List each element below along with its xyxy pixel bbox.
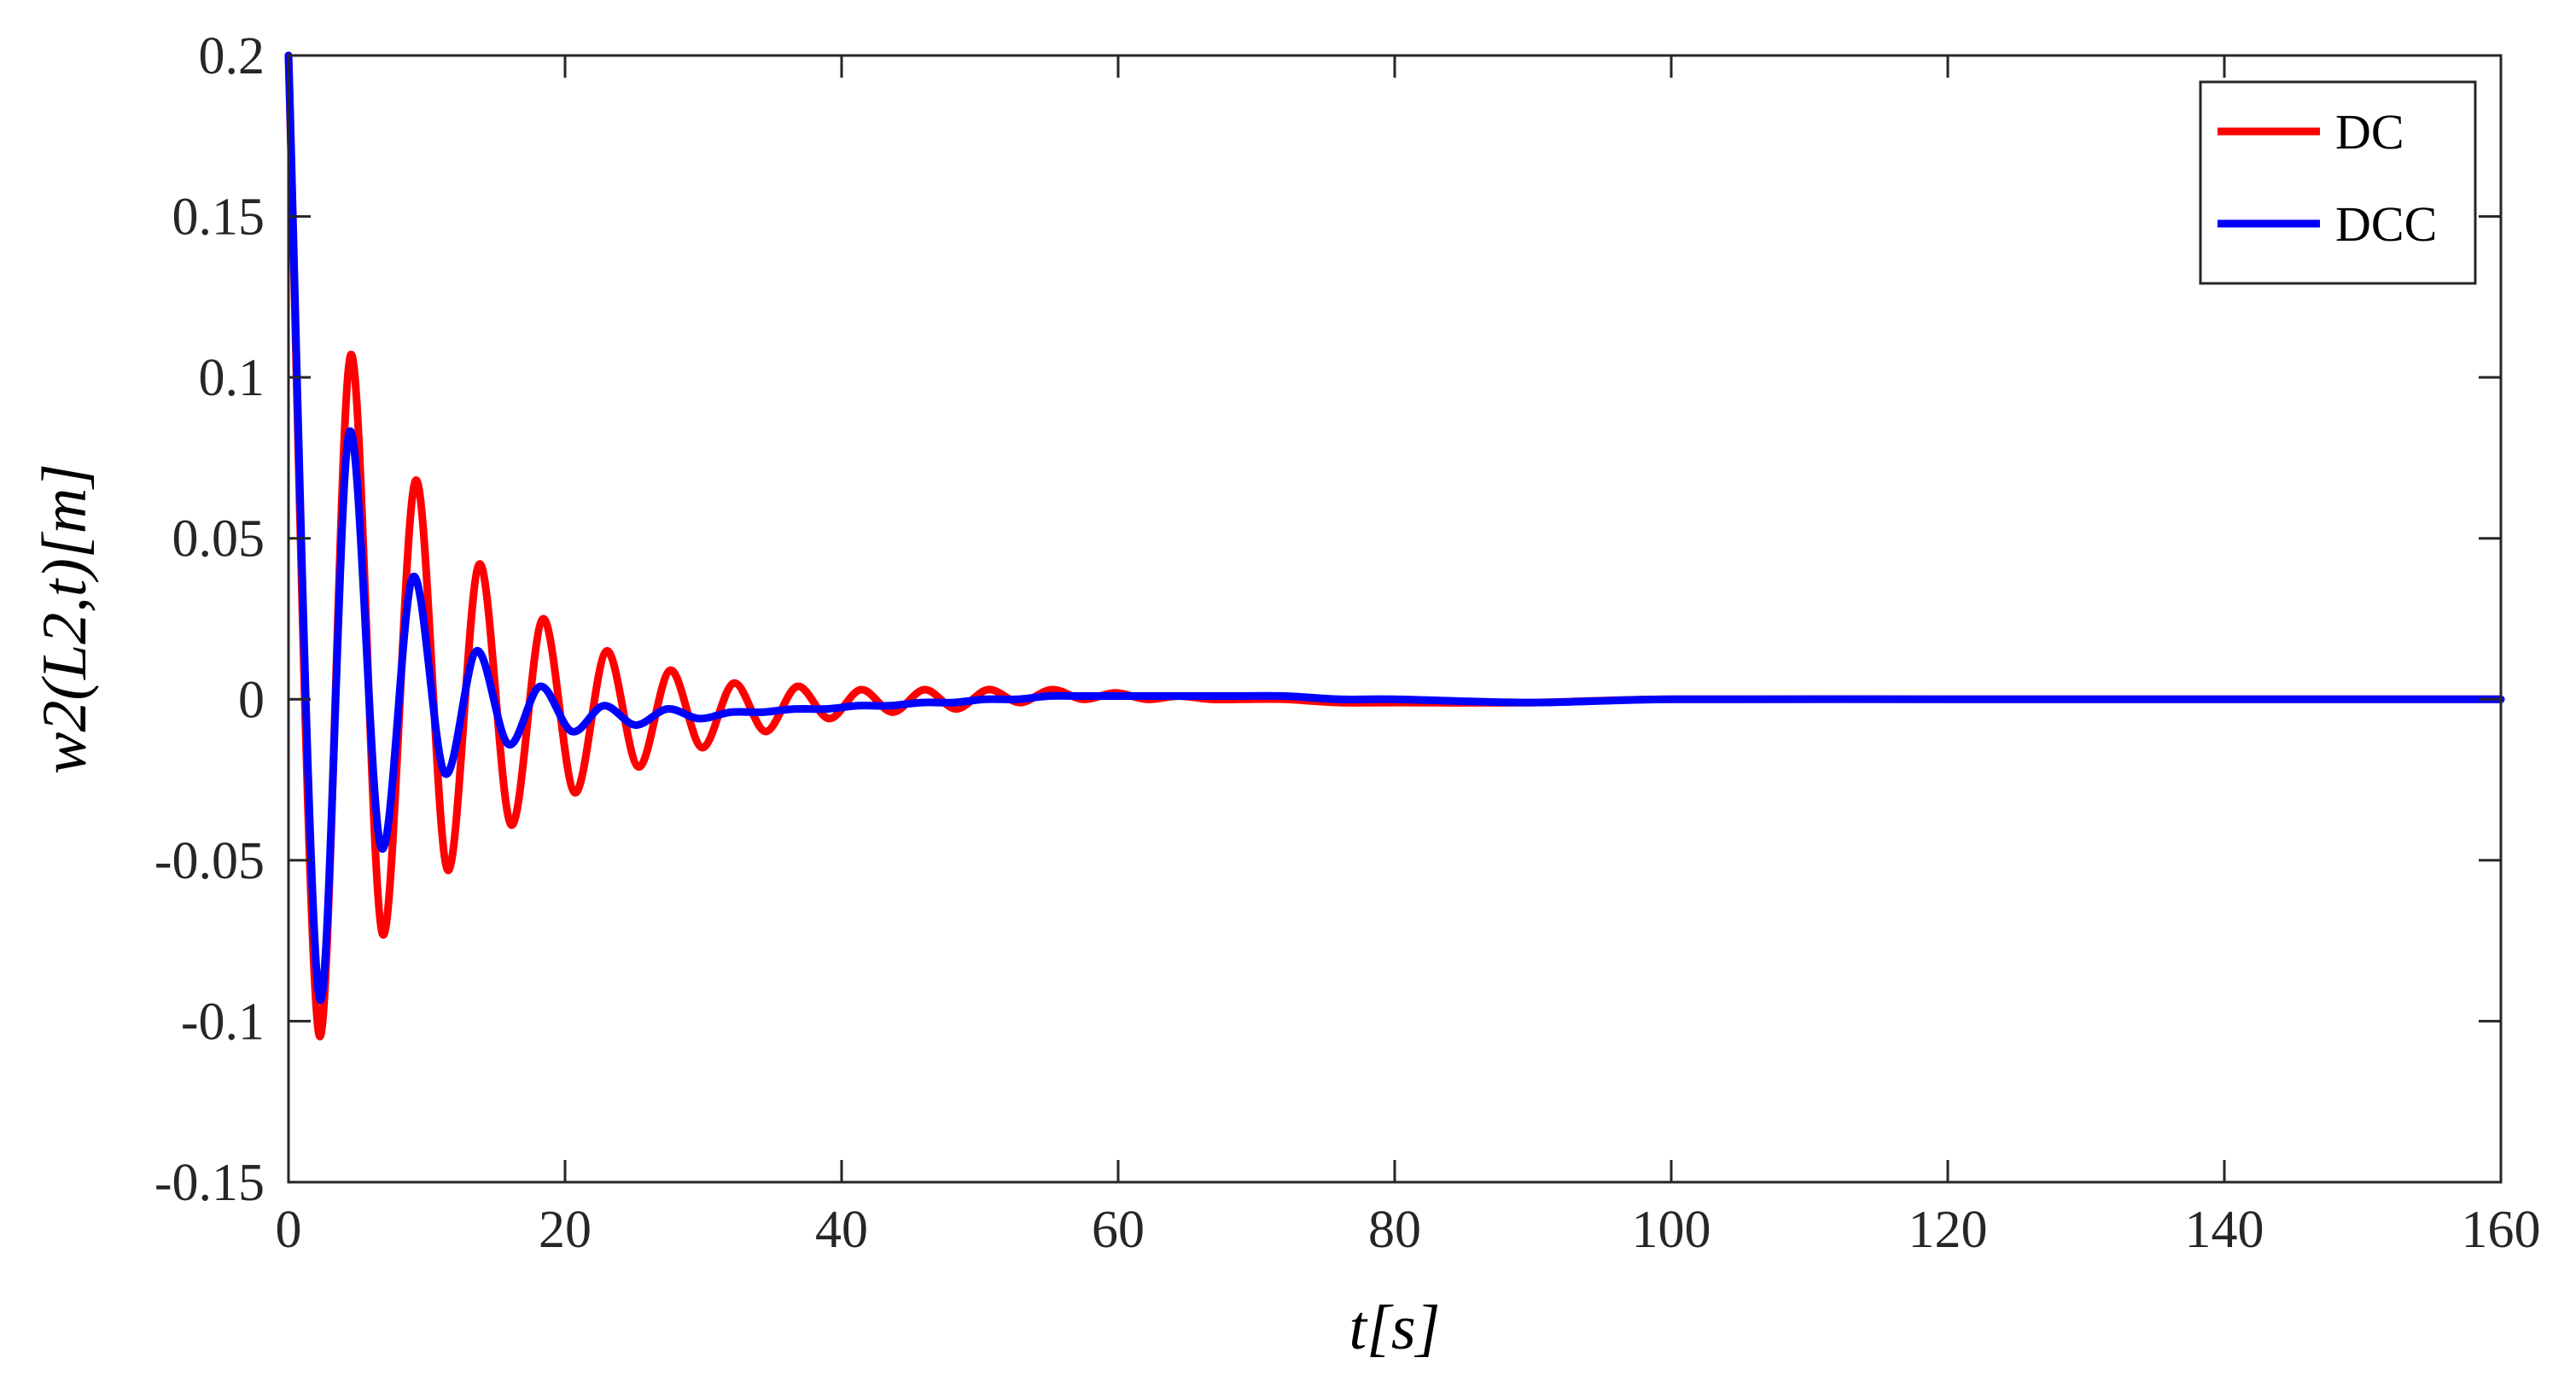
y-tick-label: 0.05 <box>172 510 265 568</box>
y-axis-title: w2(L2,t)[m] <box>30 463 100 774</box>
legend-label-dcc: DCC <box>2335 196 2437 252</box>
y-tick-label: 0 <box>238 671 265 729</box>
x-tick-label: 120 <box>1909 1201 1988 1259</box>
x-tick-label: 40 <box>815 1201 868 1259</box>
x-tick-label: 80 <box>1368 1201 1421 1259</box>
y-tick-label: 0.15 <box>172 189 265 247</box>
tick-layer: 0 20 40 60 80 100 120 140 160 -0.15 -0.1 -0.05 0 0.05… <box>154 27 2541 1259</box>
x-axis-title: t[s] <box>1349 1293 1441 1363</box>
x-tick-label: 160 <box>2462 1201 2541 1259</box>
x-tick-label: 60 <box>1092 1201 1145 1259</box>
series-line-dcc <box>284 51 2505 1004</box>
x-tick-label: 20 <box>539 1201 592 1259</box>
series-layer <box>284 51 2505 1040</box>
legend-label-dc: DC <box>2335 104 2404 160</box>
y-tick-label: -0.05 <box>154 832 265 890</box>
y-tick-label: 0.1 <box>199 349 265 407</box>
y-tick-label: 0.2 <box>199 27 265 85</box>
legend: DC DCC <box>2199 80 2477 285</box>
x-tick-label: 100 <box>1632 1201 1711 1259</box>
x-tick-label: 140 <box>2185 1201 2264 1259</box>
x-tick-label: 0 <box>276 1201 302 1259</box>
y-tick-label: -0.1 <box>181 993 265 1051</box>
y-tick-label: -0.15 <box>154 1154 265 1212</box>
legend-box <box>2199 80 2477 285</box>
